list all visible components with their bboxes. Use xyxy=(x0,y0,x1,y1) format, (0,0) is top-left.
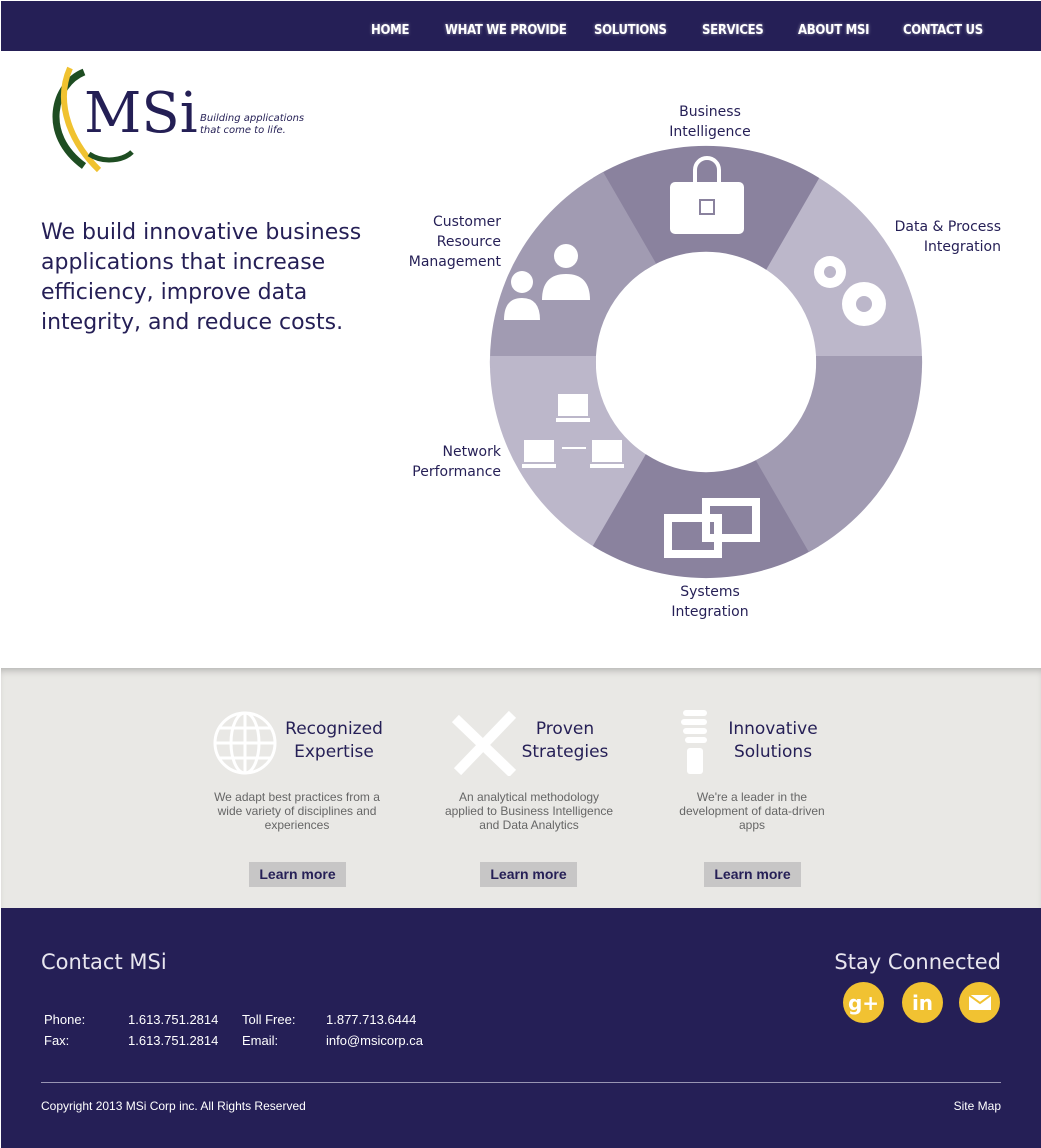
tollfree-label: Toll Free: xyxy=(242,1012,296,1027)
svg-text:Building applications: Building applications xyxy=(200,113,304,124)
label-data-process[interactable]: Data & Process Integration xyxy=(894,219,1001,255)
fax: 1.613.751.2814 xyxy=(128,1033,219,1048)
connect-title: Stay Connected xyxy=(834,950,1001,974)
divider xyxy=(41,1082,1001,1083)
top-nav: HOME WHAT WE PROVIDE SOLUTIONS SERVICES … xyxy=(1,1,1041,51)
seg-network[interactable] xyxy=(489,356,657,553)
people-icon xyxy=(504,244,590,320)
nav-services[interactable]: SERVICES xyxy=(702,23,764,38)
nav-about[interactable]: ABOUT MSI xyxy=(798,23,870,38)
briefcase-icon xyxy=(670,156,744,234)
logo[interactable]: MSi Building applications that come to l… xyxy=(44,64,304,178)
learn-more-button[interactable]: Learn more xyxy=(480,862,577,887)
services-wheel xyxy=(489,145,923,579)
network-icon xyxy=(522,394,624,468)
feature-desc: An analytical methodology applied to Bus… xyxy=(444,790,614,832)
nav-solutions[interactable]: SOLUTIONS xyxy=(594,23,667,38)
email-link[interactable]: info@msicorp.ca xyxy=(326,1033,424,1048)
seg-unnamed[interactable] xyxy=(755,356,923,553)
label-systems-integration[interactable]: Systems Integration xyxy=(671,584,749,620)
feature-desc: We adapt best practices from a wide vari… xyxy=(214,790,380,832)
footer: Contact MSi Stay Connected Phone: 1.613.… xyxy=(1,908,1041,1148)
globe-icon xyxy=(213,711,277,775)
label-business-intelligence[interactable]: Business Intelligence xyxy=(669,104,751,140)
learn-more-button[interactable]: Learn more xyxy=(249,862,346,887)
learn-more-button[interactable]: Learn more xyxy=(704,862,801,887)
svg-text:that come to life.: that come to life. xyxy=(200,125,286,136)
nav-what-we-provide[interactable]: WHAT WE PROVIDE xyxy=(445,23,567,38)
email-icon[interactable] xyxy=(959,982,1000,1023)
google-plus-icon[interactable]: g+ xyxy=(843,982,884,1023)
fax-label: Fax: xyxy=(44,1033,70,1048)
nav-home[interactable]: HOME xyxy=(371,23,410,38)
phone-label: Phone: xyxy=(44,1012,86,1027)
gears-icon xyxy=(814,256,886,326)
nav-contact[interactable]: CONTACT US xyxy=(903,23,983,38)
sitemap-link[interactable]: Site Map xyxy=(953,1099,1001,1113)
phone: 1.613.751.2814 xyxy=(128,1012,219,1027)
copyright: Copyright 2013 MSi Corp inc. All Rights … xyxy=(41,1099,306,1113)
chain-link-icon xyxy=(664,498,760,558)
feature-desc: We're a leader in the development of dat… xyxy=(679,790,825,832)
tollfree: 1.877.713.6444 xyxy=(326,1012,417,1027)
hero-tagline: We build innovative business application… xyxy=(41,220,362,335)
linkedin-icon[interactable]: in xyxy=(902,982,943,1023)
svg-text:MSi: MSi xyxy=(84,81,198,146)
lightbulb-icon xyxy=(681,710,707,774)
label-crm[interactable]: Customer Resource Management xyxy=(408,214,501,270)
email-label: Email: xyxy=(242,1033,279,1048)
label-network[interactable]: Network Performance xyxy=(412,444,501,480)
tools-icon xyxy=(451,710,517,776)
contact-title: Contact MSi xyxy=(41,950,167,974)
features-band: Recognized Expertise We adapt best practi… xyxy=(1,668,1041,908)
